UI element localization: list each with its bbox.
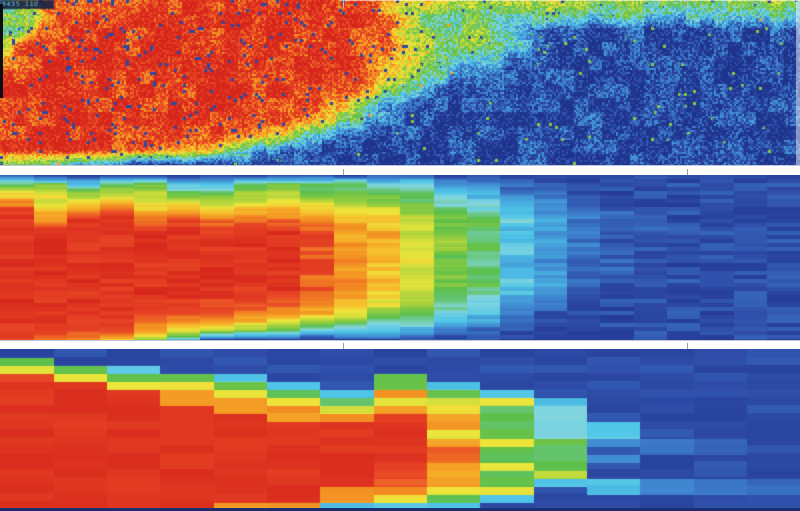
panel-divider-2 (0, 340, 800, 349)
heatmap-canvas-bottom (0, 349, 800, 511)
axis-tick (687, 343, 688, 349)
axis-tick (343, 169, 344, 175)
panel-binned-bottom (0, 349, 800, 511)
left-edge-black-bar (0, 4, 3, 98)
corner-overlay-label: 0435 11U (0, 0, 54, 9)
axis-tick (343, 0, 344, 8)
bottom-baseline (0, 508, 800, 511)
panel-top-border (340, 0, 800, 1)
right-edge-highlight (796, 0, 800, 165)
heatmap-canvas-middle (0, 175, 800, 340)
axis-tick (687, 169, 688, 175)
panel-divider-1 (0, 165, 800, 175)
panel-observed-echogram: 0435 11U (0, 0, 800, 165)
axis-tick (343, 343, 344, 349)
axis-tick (687, 0, 688, 8)
panel-binned-middle (0, 175, 800, 340)
heatmap-canvas-top (0, 0, 800, 165)
